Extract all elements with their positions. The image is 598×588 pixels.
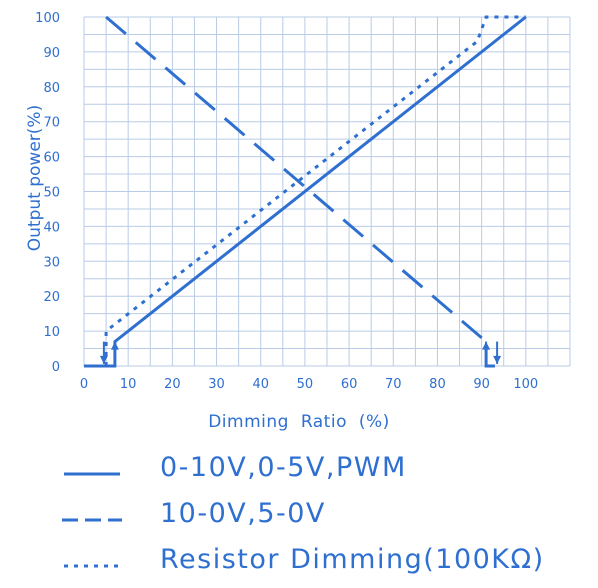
legend-label: Resistor Dimming(100KΩ) [160,544,545,575]
series-line-dotted [104,15,526,366]
x-tick-label: 100 [513,377,538,392]
arrow-up-icon-head [482,341,491,350]
y-tick-label: 20 [43,290,60,305]
dotted-line-swatch [64,564,120,568]
y-tick-label: 70 [43,116,60,131]
arrow-down-icon-head [99,355,108,364]
legend-item-solid: 0-10V,0-5V,PWM [58,452,598,496]
legend-label: 10-0V,5-0V [160,498,326,529]
y-tick-label: 30 [43,255,60,270]
legend-item-dotted: Resistor Dimming(100KΩ) [58,544,598,588]
y-tick-label: 50 [43,186,60,201]
x-tick-label: 90 [473,377,490,392]
x-tick-label: 20 [164,377,181,392]
y-axis-label: Output power(%) [25,104,45,252]
y-tick-label: 90 [43,46,60,61]
x-tick-label: 10 [120,377,137,392]
x-tick-label: 30 [208,377,225,392]
arrow-up-icon-head [110,341,119,350]
x-tick-label: 60 [341,377,358,392]
dashed-line-swatch [62,518,122,522]
y-tick-label: 80 [43,81,60,96]
x-tick-label: 50 [297,377,314,392]
y-tick-label: 40 [43,220,60,235]
y-tick-label: 60 [43,151,60,166]
legend-item-dashed: 10-0V,5-0V [58,498,598,542]
x-tick-label: 80 [429,377,446,392]
arrow-down-icon-head [493,355,502,364]
x-tick-label: 40 [252,377,269,392]
legend-label: 0-10V,0-5V,PWM [160,452,407,483]
x-tick-label: 0 [80,377,88,392]
solid-line-swatch [64,472,120,476]
x-axis-label: Dimming Ratio (%) [208,412,390,432]
y-tick-label: 0 [52,360,60,375]
y-tick-label: 10 [43,325,60,340]
dimming-chart: 0 10 20 30 40 50 60 70 80 90 100 0 10 20 30 40 50 60 70 80 9… [35,11,571,392]
y-tick-label: 100 [35,11,60,26]
x-tick-label: 70 [385,377,402,392]
